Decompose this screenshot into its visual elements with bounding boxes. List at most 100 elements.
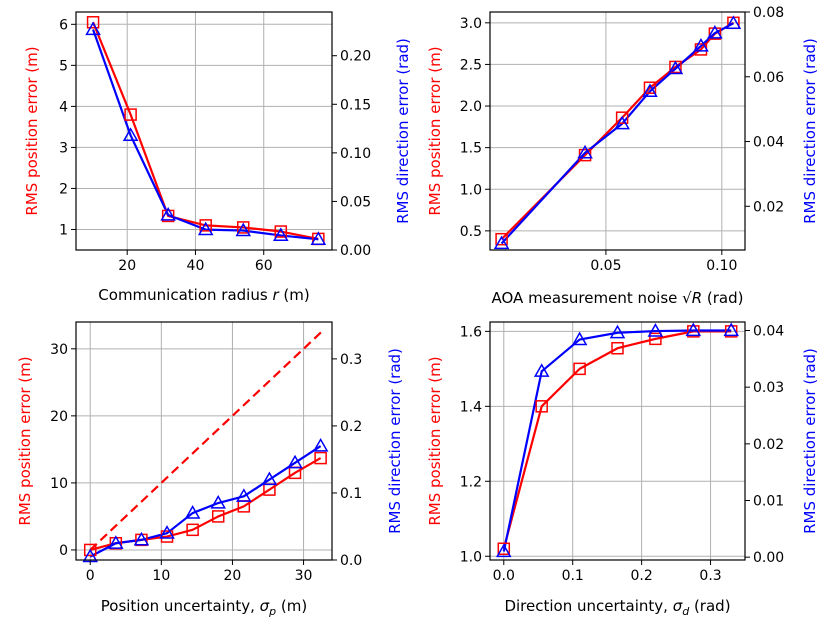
direction-error-line [502, 329, 732, 552]
y-axis-label: RMS position error (m) [16, 356, 34, 525]
x-axis-label: Communication radius r (m) [98, 286, 309, 304]
subplot-4: 0.0 0.1 0.2 0.3 1.0 1.2 1.4 1.6 0.00 0.01 0.02 0.03… [426, 321, 819, 618]
direction-error-marker [642, 83, 658, 97]
y-tick-label: 1.0 [460, 549, 482, 565]
direction-error-marker [647, 323, 664, 337]
position-error-marker [611, 341, 624, 355]
y2-tick-label: 0.08 [753, 5, 784, 21]
direction-error-marker [108, 535, 124, 549]
direction-error-marker [122, 127, 139, 141]
y2-tick-label: 0.0 [340, 553, 362, 569]
x-axis-label: Direction uncertainty, σd (rad) [504, 597, 730, 618]
direction-error-marker [197, 221, 214, 236]
position-error-marker [186, 523, 199, 537]
y-tick-label: 5 [59, 58, 68, 74]
plot-area [500, 21, 734, 245]
direction-error-marker [723, 322, 740, 337]
y-tick-label: 3 [59, 140, 68, 156]
position-error-marker [237, 221, 250, 234]
plot-area [502, 329, 732, 552]
position-error-marker [724, 325, 738, 338]
axes-frame [489, 11, 746, 251]
y-tick-label: 2.5 [460, 57, 482, 73]
x-tick-label: 0 [86, 568, 95, 584]
direction-error-marker [210, 495, 227, 509]
x-tick-label: 0.2 [630, 568, 652, 584]
y-tick-label: 6 [59, 17, 68, 33]
position-error-marker [615, 111, 629, 124]
direction-error-marker [273, 227, 289, 242]
direction-error-line [89, 445, 322, 558]
y2-tick-label: 0.01 [753, 494, 784, 510]
position-error-line [502, 330, 732, 550]
x-tick-label: 30 [295, 568, 313, 584]
direction-error-marker [614, 115, 630, 130]
direction-error-marker [685, 322, 702, 337]
x-tick-label: 40 [187, 258, 205, 274]
direction-error-line [92, 29, 319, 241]
position-error-marker [497, 542, 511, 556]
axes-frame [75, 11, 333, 251]
y2-tick-label: 0.2 [340, 419, 362, 435]
direction-error-marker [495, 543, 512, 558]
direction-error-line [500, 22, 734, 245]
direction-error-marker [693, 37, 709, 52]
x-tick-label: 0.05 [590, 258, 621, 274]
subplot-1: 20 40 60 1 2 3 4 5 6 0.00 0.05 0.10 0.15 0.20 Communic… [23, 11, 412, 304]
direction-error-marker [493, 235, 510, 250]
x-axis-label: Position uncertainty, σp (m) [101, 597, 307, 618]
position-error-marker [687, 325, 700, 338]
direction-error-marker [609, 324, 626, 339]
direction-error-marker [577, 144, 593, 159]
y-axis-label: RMS position error (m) [426, 46, 444, 215]
direction-error-marker [236, 488, 252, 502]
position-error-marker [274, 225, 288, 238]
x-tick-label: 20 [118, 258, 136, 274]
position-error-marker [314, 451, 327, 465]
position-error-marker [649, 332, 662, 346]
direction-error-marker [312, 438, 329, 452]
plot-area [92, 21, 319, 241]
direction-error-marker [707, 25, 723, 39]
position-error-marker [643, 81, 657, 94]
direction-error-marker [85, 21, 101, 36]
axes-frame [489, 321, 746, 561]
y-tick-label: 0 [59, 543, 68, 559]
y2-tick-label: 0.00 [753, 550, 784, 566]
subplot-3: 0 10 20 30 0 10 20 30 0.0 0.1 0.2 0.3 Position uncer… [16, 321, 404, 618]
y2-tick-label: 0.1 [340, 486, 362, 502]
y2-tick-label: 0.04 [753, 324, 784, 340]
y2-tick-label: 0.06 [753, 70, 784, 86]
y-tick-label: 1 [59, 222, 68, 238]
axes-frame [75, 321, 333, 561]
y2-axis-label: RMS direction error (rad) [801, 38, 819, 224]
position-error-marker [161, 209, 175, 223]
position-error-marker [83, 543, 97, 557]
y-tick-label: 3.0 [460, 16, 482, 32]
y2-tick-label: 0.02 [753, 437, 784, 453]
x-tick-label: 0.10 [706, 258, 737, 274]
y2-tick-label: 0.04 [753, 135, 784, 151]
direction-error-marker [160, 207, 176, 221]
direction-error-marker [725, 15, 742, 29]
direction-error-marker [667, 60, 684, 75]
y2-tick-label: 0.10 [340, 146, 371, 162]
position-error-marker [535, 400, 548, 413]
position-error-marker [86, 16, 100, 29]
position-error-line [92, 21, 319, 240]
direction-error-marker [159, 525, 175, 539]
y-tick-label: 1.4 [460, 399, 482, 415]
x-tick-label: 0.1 [562, 568, 584, 584]
plot-area [89, 331, 323, 558]
y-tick-label: 30 [50, 342, 68, 358]
y2-axis-label: RMS direction error (rad) [394, 38, 412, 224]
y2-tick-label: 0.05 [340, 194, 371, 210]
y2-tick-label: 0.3 [340, 352, 362, 368]
y-tick-label: 10 [50, 476, 68, 492]
y-tick-label: 1.5 [460, 141, 482, 157]
y2-tick-label: 0.20 [340, 49, 371, 65]
direction-error-marker [261, 471, 278, 486]
y2-tick-label: 0.00 [340, 243, 371, 259]
position-error-marker [495, 232, 508, 246]
